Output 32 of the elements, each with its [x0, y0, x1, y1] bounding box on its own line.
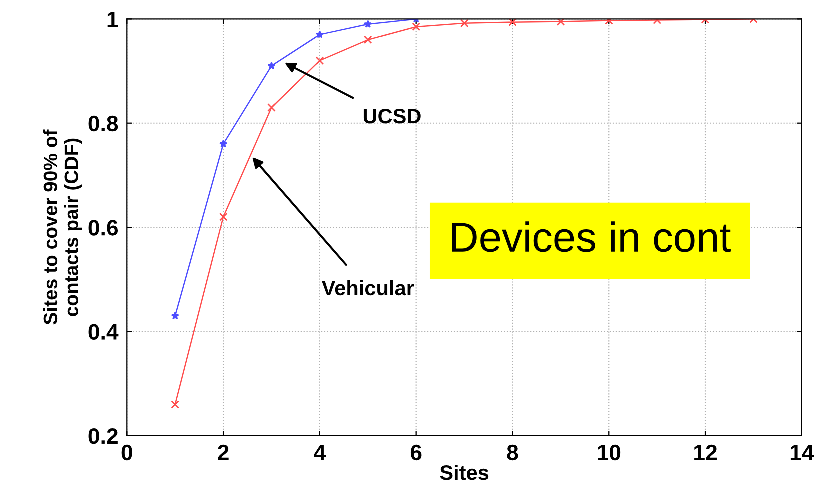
- x-tick-label: 8: [507, 444, 518, 461]
- point: [171, 400, 180, 409]
- x-tick-label: 10: [598, 444, 621, 461]
- annotation: Vehicular: [322, 280, 414, 296]
- annotation: Devices in cont: [452, 222, 731, 252]
- point: [556, 19, 566, 26]
- point: [220, 140, 228, 148]
- point: [412, 22, 420, 32]
- y-tick-label: 0.6: [88, 220, 118, 236]
- y-tick-label: 0.8: [88, 116, 118, 132]
- point: [268, 62, 276, 70]
- y-tick-label: 0.2: [88, 428, 118, 444]
- point: [171, 312, 180, 320]
- point: [508, 19, 517, 26]
- x-tick-label: 4: [314, 445, 326, 460]
- x-tick-label: 2: [218, 444, 229, 460]
- x-tick-label: 6: [410, 444, 422, 461]
- point: [364, 20, 372, 28]
- point: [219, 212, 228, 222]
- y-tick-label: 1: [108, 12, 118, 28]
- x-axis-title: Sites: [440, 464, 489, 480]
- point: [364, 36, 372, 44]
- x-tick-label: 12: [694, 444, 717, 460]
- x-tick-label: 14: [790, 445, 814, 460]
- annotation: UCSD: [364, 109, 421, 124]
- y-axis-title: Sites to cover 90% of contacts pair (CDF): [43, 130, 82, 325]
- point: [316, 56, 324, 66]
- point: [268, 104, 276, 112]
- x-tick-label: 0: [122, 444, 132, 461]
- y-tick-label: 0.4: [88, 324, 119, 340]
- point: [316, 30, 324, 38]
- point: [460, 19, 469, 28]
